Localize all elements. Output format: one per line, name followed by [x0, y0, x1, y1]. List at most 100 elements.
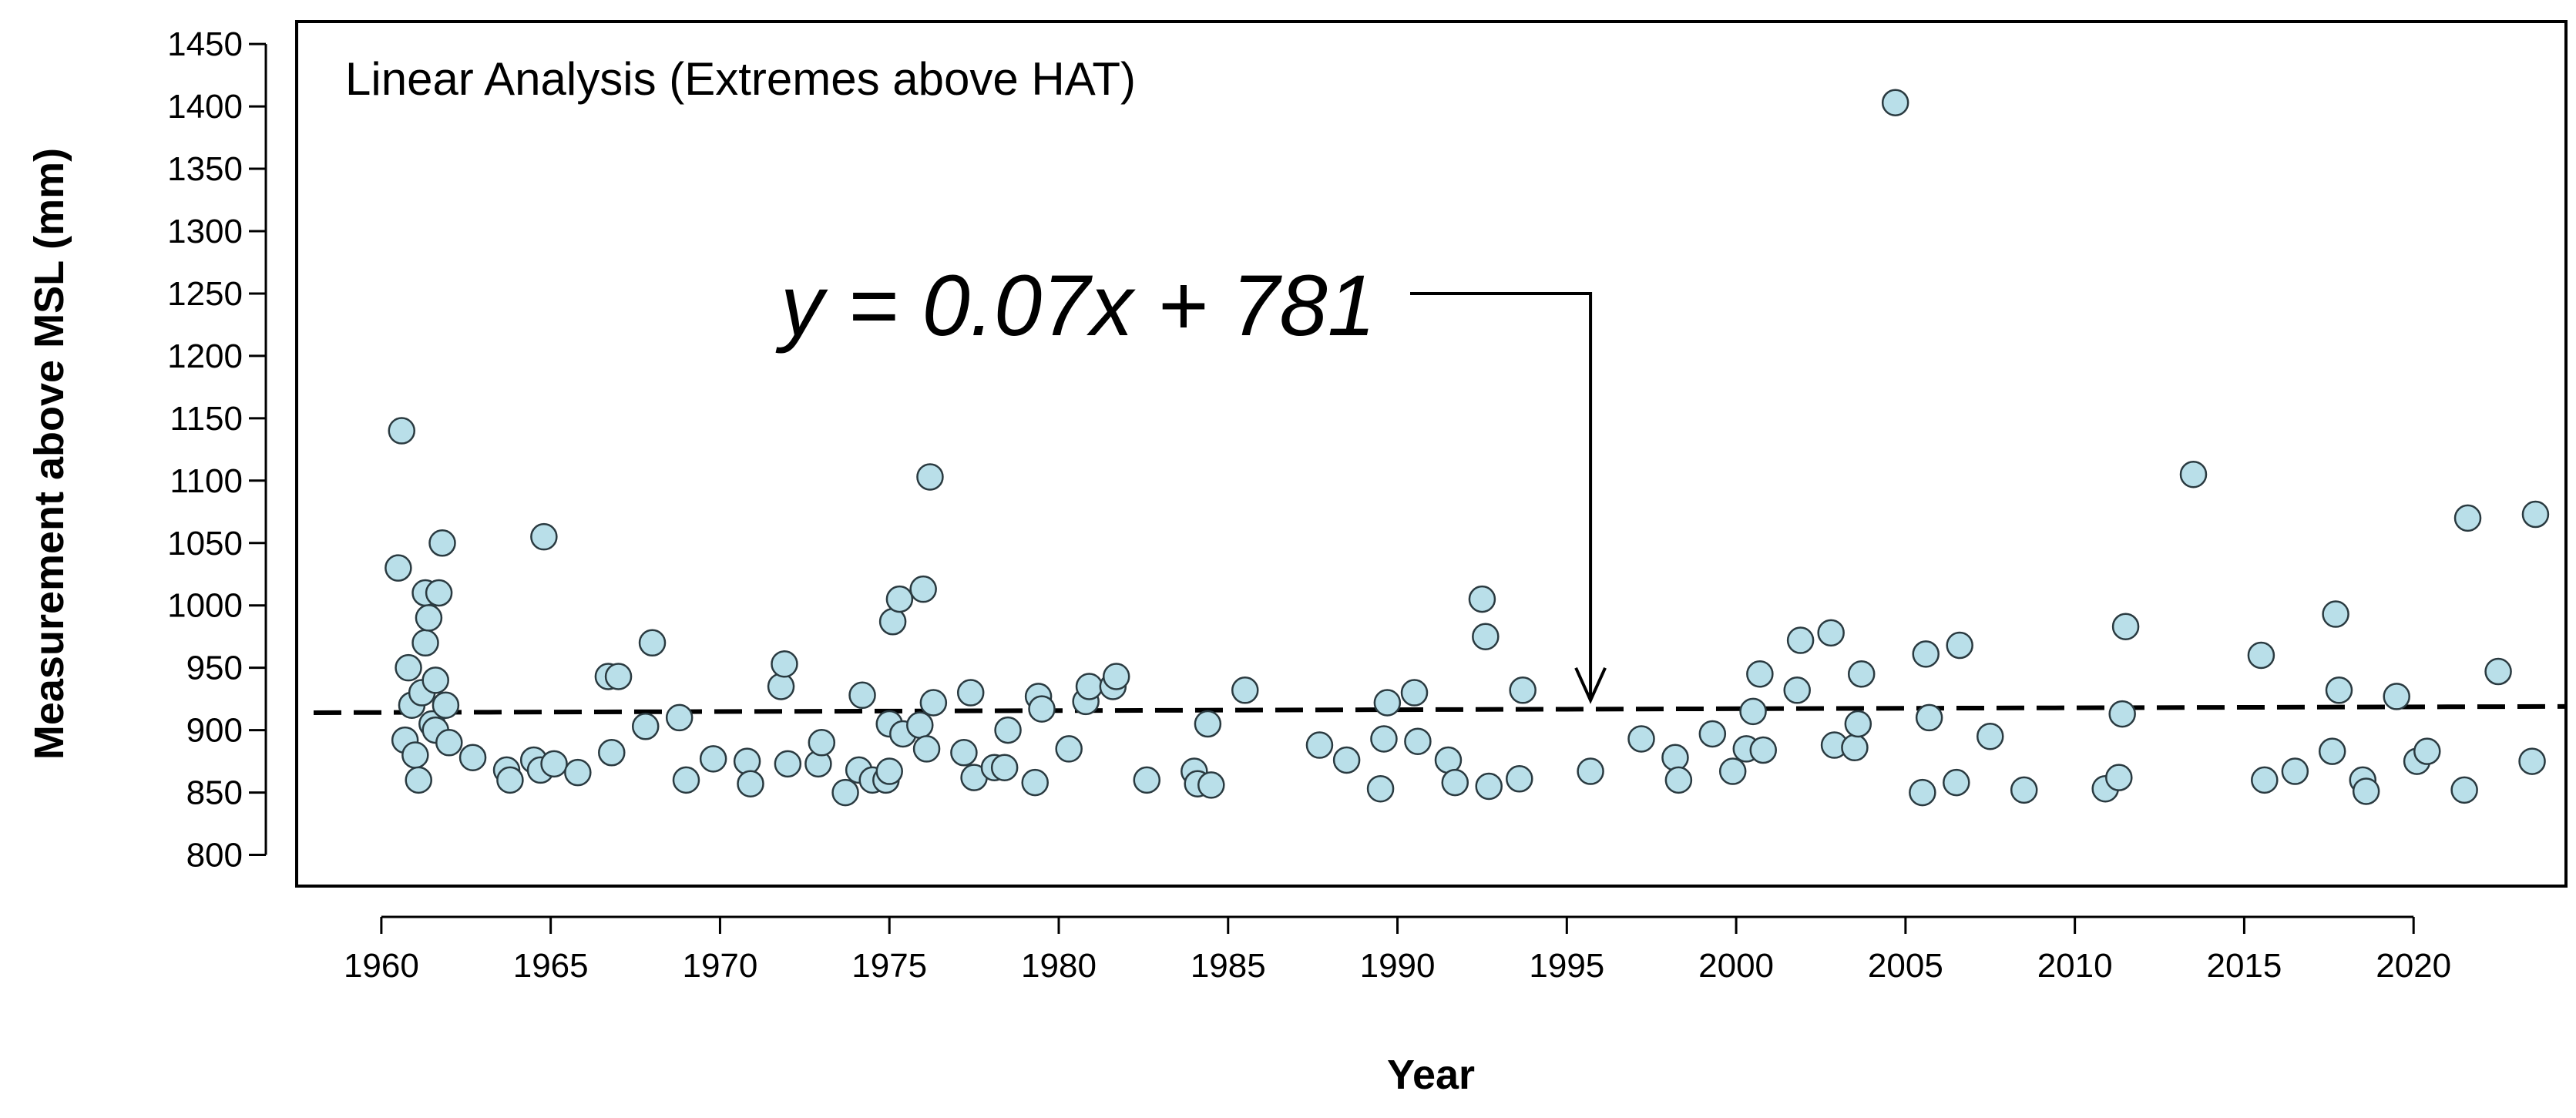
data-point: [2518, 747, 2546, 775]
data-point: [1231, 677, 1259, 704]
data-point: [885, 585, 914, 613]
data-point: [1102, 663, 1130, 690]
y-tick-label: 850: [186, 774, 243, 812]
data-point: [598, 739, 626, 767]
y-tick-label: 1200: [167, 337, 243, 375]
data-point: [1366, 774, 1395, 803]
data-point: [1404, 727, 1432, 755]
data-points: [385, 89, 2550, 807]
data-point: [432, 691, 460, 719]
data-point: [1305, 731, 1334, 759]
data-point: [2010, 776, 2038, 804]
data-point: [2383, 683, 2410, 710]
trend-line: [313, 703, 2567, 715]
data-point: [1841, 734, 1869, 762]
data-point: [458, 744, 487, 771]
plot-frame: [295, 20, 2568, 888]
x-tick-label: 2015: [2206, 947, 2282, 985]
x-tick-label: 1980: [1021, 947, 1097, 985]
data-point: [1977, 722, 2004, 750]
y-tick-label: 1050: [167, 525, 243, 562]
data-point: [1133, 766, 1161, 794]
data-point: [2352, 777, 2380, 805]
data-point: [1577, 757, 1604, 785]
data-point: [1718, 757, 1747, 785]
y-tick-label: 1400: [167, 88, 243, 126]
data-point: [771, 650, 798, 678]
data-point: [1698, 720, 1727, 748]
data-point: [2179, 460, 2208, 488]
y-tick-label: 1000: [167, 587, 243, 625]
data-point: [2453, 504, 2482, 532]
data-point: [699, 745, 727, 773]
data-point: [1509, 677, 1537, 704]
data-point: [428, 529, 456, 557]
data-point: [1881, 89, 1909, 116]
data-point: [665, 703, 694, 732]
data-point: [1194, 710, 1222, 738]
data-point: [767, 673, 795, 700]
data-point: [672, 766, 700, 794]
data-point: [1472, 623, 1500, 650]
data-point: [1661, 744, 1689, 771]
data-point: [1627, 725, 1655, 753]
data-point: [1400, 679, 1429, 707]
y-tick-label: 1300: [167, 213, 243, 250]
data-point: [916, 463, 944, 491]
data-point: [1943, 768, 1970, 797]
x-tick-label: 1965: [513, 947, 589, 985]
data-point: [1373, 689, 1402, 717]
x-tick-label: 1975: [851, 947, 927, 985]
data-point: [1055, 735, 1083, 763]
data-point: [733, 747, 761, 775]
data-point: [1021, 768, 1049, 797]
data-point: [1746, 660, 1774, 688]
data-point: [848, 681, 876, 710]
data-point: [737, 770, 764, 797]
data-point: [1817, 619, 1845, 647]
data-point: [395, 653, 422, 682]
data-point: [956, 679, 985, 707]
data-point: [994, 716, 1022, 744]
data-point: [912, 735, 941, 763]
data-point: [425, 579, 453, 607]
data-point: [2318, 737, 2346, 765]
data-point: [1441, 768, 1469, 797]
data-point: [1197, 771, 1225, 799]
y-tick-label: 900: [186, 712, 243, 750]
y-tick-label: 800: [186, 837, 243, 875]
data-point: [1749, 736, 1778, 764]
data-point: [540, 750, 568, 778]
x-tick-label: 1985: [1191, 947, 1266, 985]
data-point: [2251, 766, 2279, 794]
data-point: [774, 750, 802, 778]
data-point: [1915, 703, 1943, 732]
data-point: [2281, 757, 2309, 785]
x-tick-label: 2005: [1868, 947, 1943, 985]
data-point: [1468, 585, 1496, 613]
data-point: [638, 629, 667, 657]
data-point: [2247, 641, 2275, 670]
chart-title: Linear Analysis (Extremes above HAT): [345, 53, 1136, 105]
data-point: [2484, 657, 2512, 686]
data-point: [875, 757, 903, 785]
y-tick-label: 1450: [167, 25, 243, 63]
data-point: [1909, 778, 1936, 807]
data-point: [1475, 772, 1503, 801]
data-point: [1434, 746, 1463, 774]
data-point: [2450, 776, 2478, 804]
x-tick-label: 1970: [682, 947, 757, 985]
data-point: [990, 754, 1019, 781]
x-axis: 1960 1965 1970 1975 1980 1985 1990 1995 2000 2005…: [344, 915, 2451, 985]
x-tick-label: 1960: [344, 947, 419, 985]
data-point: [950, 739, 978, 767]
data-point: [411, 629, 439, 657]
data-point: [2108, 700, 2136, 728]
data-point: [385, 554, 412, 582]
y-tick-label: 950: [186, 650, 243, 687]
data-point: [2105, 764, 2133, 791]
data-point: [388, 417, 416, 445]
data-point: [1664, 766, 1693, 794]
y-tick-label: 1250: [167, 275, 243, 313]
trend-equation: y = 0.07x + 781: [775, 257, 1375, 354]
